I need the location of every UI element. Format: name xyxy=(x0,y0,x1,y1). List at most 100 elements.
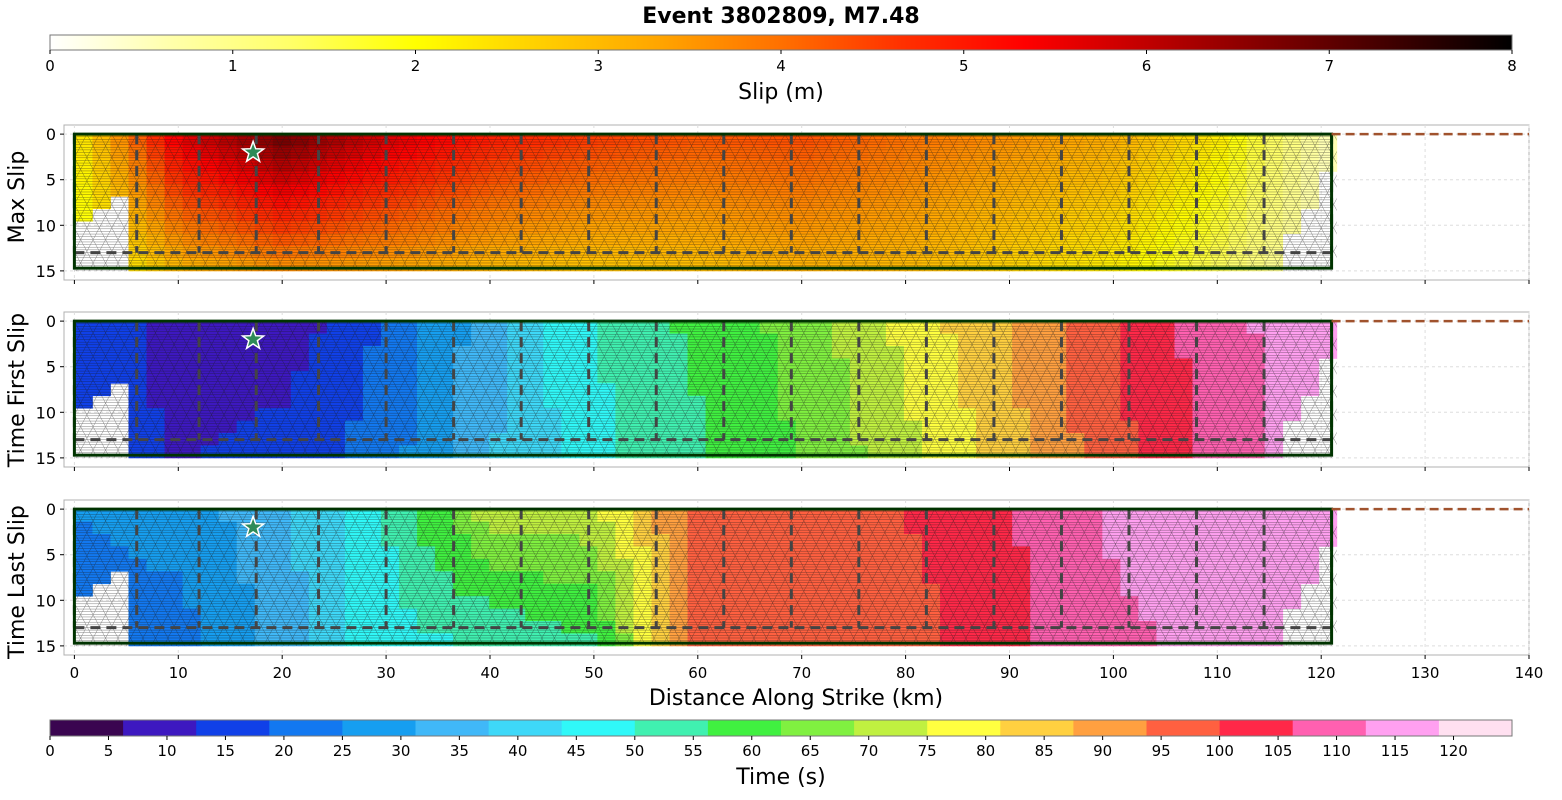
mesh-line xyxy=(660,321,734,458)
fault-cell xyxy=(1246,345,1266,359)
mesh-line xyxy=(859,321,933,458)
mesh-line xyxy=(836,509,910,646)
fault-cell xyxy=(1174,358,1193,372)
fault-cell xyxy=(1300,509,1320,522)
fault-cell xyxy=(435,558,454,572)
fault-cell xyxy=(254,183,274,197)
fault-cell xyxy=(344,521,364,535)
mesh-line xyxy=(597,509,672,646)
fault-cell xyxy=(759,321,779,334)
mesh-line xyxy=(1123,134,1197,271)
fault-cell xyxy=(1228,546,1248,560)
mesh-line xyxy=(148,509,223,646)
fault-cell xyxy=(489,183,508,197)
fault-cell xyxy=(417,546,436,560)
fault-cell xyxy=(1228,583,1248,597)
fault-cell xyxy=(759,158,779,172)
fault-cell xyxy=(128,345,147,359)
mesh-line xyxy=(238,321,312,458)
mesh-line xyxy=(587,134,661,271)
mesh-line xyxy=(599,134,674,271)
mesh-line xyxy=(86,321,160,458)
mesh-line xyxy=(1148,509,1222,646)
fault-cell xyxy=(958,509,977,522)
fault-cell xyxy=(1246,333,1266,347)
mesh-line xyxy=(261,509,335,646)
fault-cell xyxy=(344,546,364,560)
fault-cell xyxy=(344,358,364,372)
time-colorbar-swatch xyxy=(781,720,855,736)
fault-cell xyxy=(236,408,256,421)
mesh-line xyxy=(759,134,834,271)
mesh-line xyxy=(136,509,210,646)
mesh-line xyxy=(1073,509,1147,646)
mesh-line xyxy=(1148,134,1222,271)
fault-cell xyxy=(885,146,905,160)
mesh-line xyxy=(450,134,524,271)
mesh-line xyxy=(984,321,1058,458)
fault-cell xyxy=(200,158,220,172)
fault-cell xyxy=(110,321,129,334)
fault-cell xyxy=(1228,395,1248,409)
fault-cell xyxy=(182,370,202,384)
fault-cell xyxy=(813,358,833,372)
fault-cell xyxy=(903,596,923,609)
fault-cell xyxy=(1264,558,1284,572)
fault-cell xyxy=(885,358,905,372)
fault-cell xyxy=(1012,358,1031,372)
mesh-line xyxy=(786,134,861,271)
mesh-line xyxy=(1121,509,1195,646)
fault-cell xyxy=(940,333,959,347)
time-tick-label: 60 xyxy=(742,742,761,760)
fault-cell xyxy=(615,158,634,172)
fault-cell xyxy=(236,221,256,234)
fault-cell xyxy=(1084,183,1103,197)
mesh-line xyxy=(523,321,597,458)
slip-colorbar-label: Slip (m) xyxy=(738,80,824,105)
mesh-line xyxy=(973,509,1048,646)
fault-cell xyxy=(795,345,815,359)
mesh-line xyxy=(647,134,721,271)
fault-cell xyxy=(525,134,544,147)
fault-cell xyxy=(867,583,887,597)
figure-title: Event 3802809, M7.48 xyxy=(642,4,919,29)
fault-cell xyxy=(543,221,562,234)
mesh-line xyxy=(360,509,435,646)
fault-cell xyxy=(1246,358,1266,372)
fault-cell xyxy=(362,408,382,421)
fault-cell xyxy=(885,171,905,185)
mesh-line xyxy=(612,321,686,458)
mesh-line xyxy=(225,321,300,458)
fault-cell xyxy=(236,596,256,609)
mesh-line xyxy=(412,321,487,458)
fault-cell xyxy=(705,533,725,547)
mesh-line xyxy=(435,134,509,271)
mesh-line xyxy=(198,321,273,458)
mesh-line xyxy=(560,509,634,646)
fault-cell xyxy=(272,321,292,334)
fault-cell xyxy=(723,171,743,185)
mesh-line xyxy=(74,134,137,252)
mesh-line xyxy=(298,509,372,646)
fault-cell xyxy=(417,158,436,172)
mesh-line xyxy=(624,509,699,646)
fault-cell xyxy=(795,546,815,560)
fault-cell xyxy=(741,345,761,359)
mesh-line xyxy=(660,134,734,271)
mesh-line xyxy=(562,321,636,458)
fault-cell xyxy=(795,583,815,597)
fault-cell xyxy=(687,158,706,172)
time-tick-label: 20 xyxy=(274,742,293,760)
time-tick-label: 120 xyxy=(1439,742,1468,760)
fault-cell xyxy=(543,333,562,347)
fault-cell xyxy=(867,408,887,421)
fault-cell xyxy=(1066,395,1085,409)
mesh-line xyxy=(1173,509,1247,646)
mesh-line xyxy=(288,134,362,271)
fault-cell xyxy=(1228,509,1248,522)
x-tick-label: 40 xyxy=(480,664,499,682)
fault-cell xyxy=(74,370,93,384)
mesh-line xyxy=(1021,134,1095,271)
panel-max-slip: Max Slip 0 5 10 15 xyxy=(5,124,1530,284)
fault-cell xyxy=(182,558,202,572)
